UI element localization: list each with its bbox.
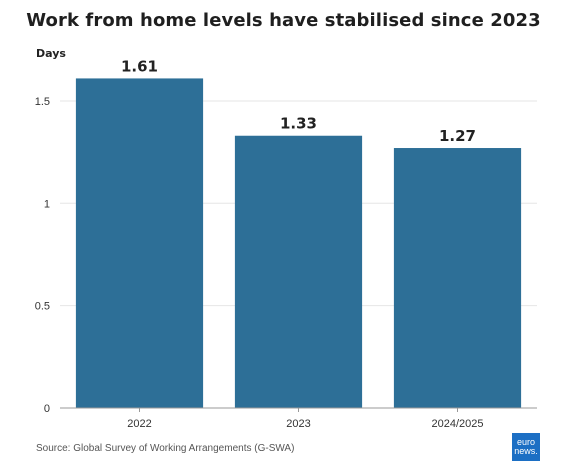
- y-axis-label: Days: [36, 47, 66, 60]
- bar-value-label: 1.27: [439, 127, 476, 145]
- logo-line-2: news.: [514, 446, 538, 456]
- x-tick-label: 2023: [286, 418, 310, 430]
- logo-line-1: euro: [516, 437, 535, 447]
- source-note: Source: Global Survey of Working Arrange…: [36, 443, 295, 454]
- y-tick-label: 1: [44, 198, 50, 210]
- bar: [75, 78, 204, 409]
- bar: [393, 148, 522, 408]
- y-tick-label: 0.5: [35, 301, 50, 313]
- euronews-logo: euro news.: [512, 433, 540, 461]
- x-tick-label: 2022: [127, 418, 151, 430]
- bar-value-label: 1.33: [280, 115, 317, 133]
- y-tick-label: 1.5: [35, 96, 50, 108]
- chart-title: Work from home levels have stabilised si…: [26, 10, 541, 31]
- bar: [234, 135, 363, 408]
- x-tick-label: 2024/2025: [432, 418, 484, 430]
- y-tick-label: 0: [44, 403, 50, 415]
- bar-value-label: 1.61: [121, 57, 158, 75]
